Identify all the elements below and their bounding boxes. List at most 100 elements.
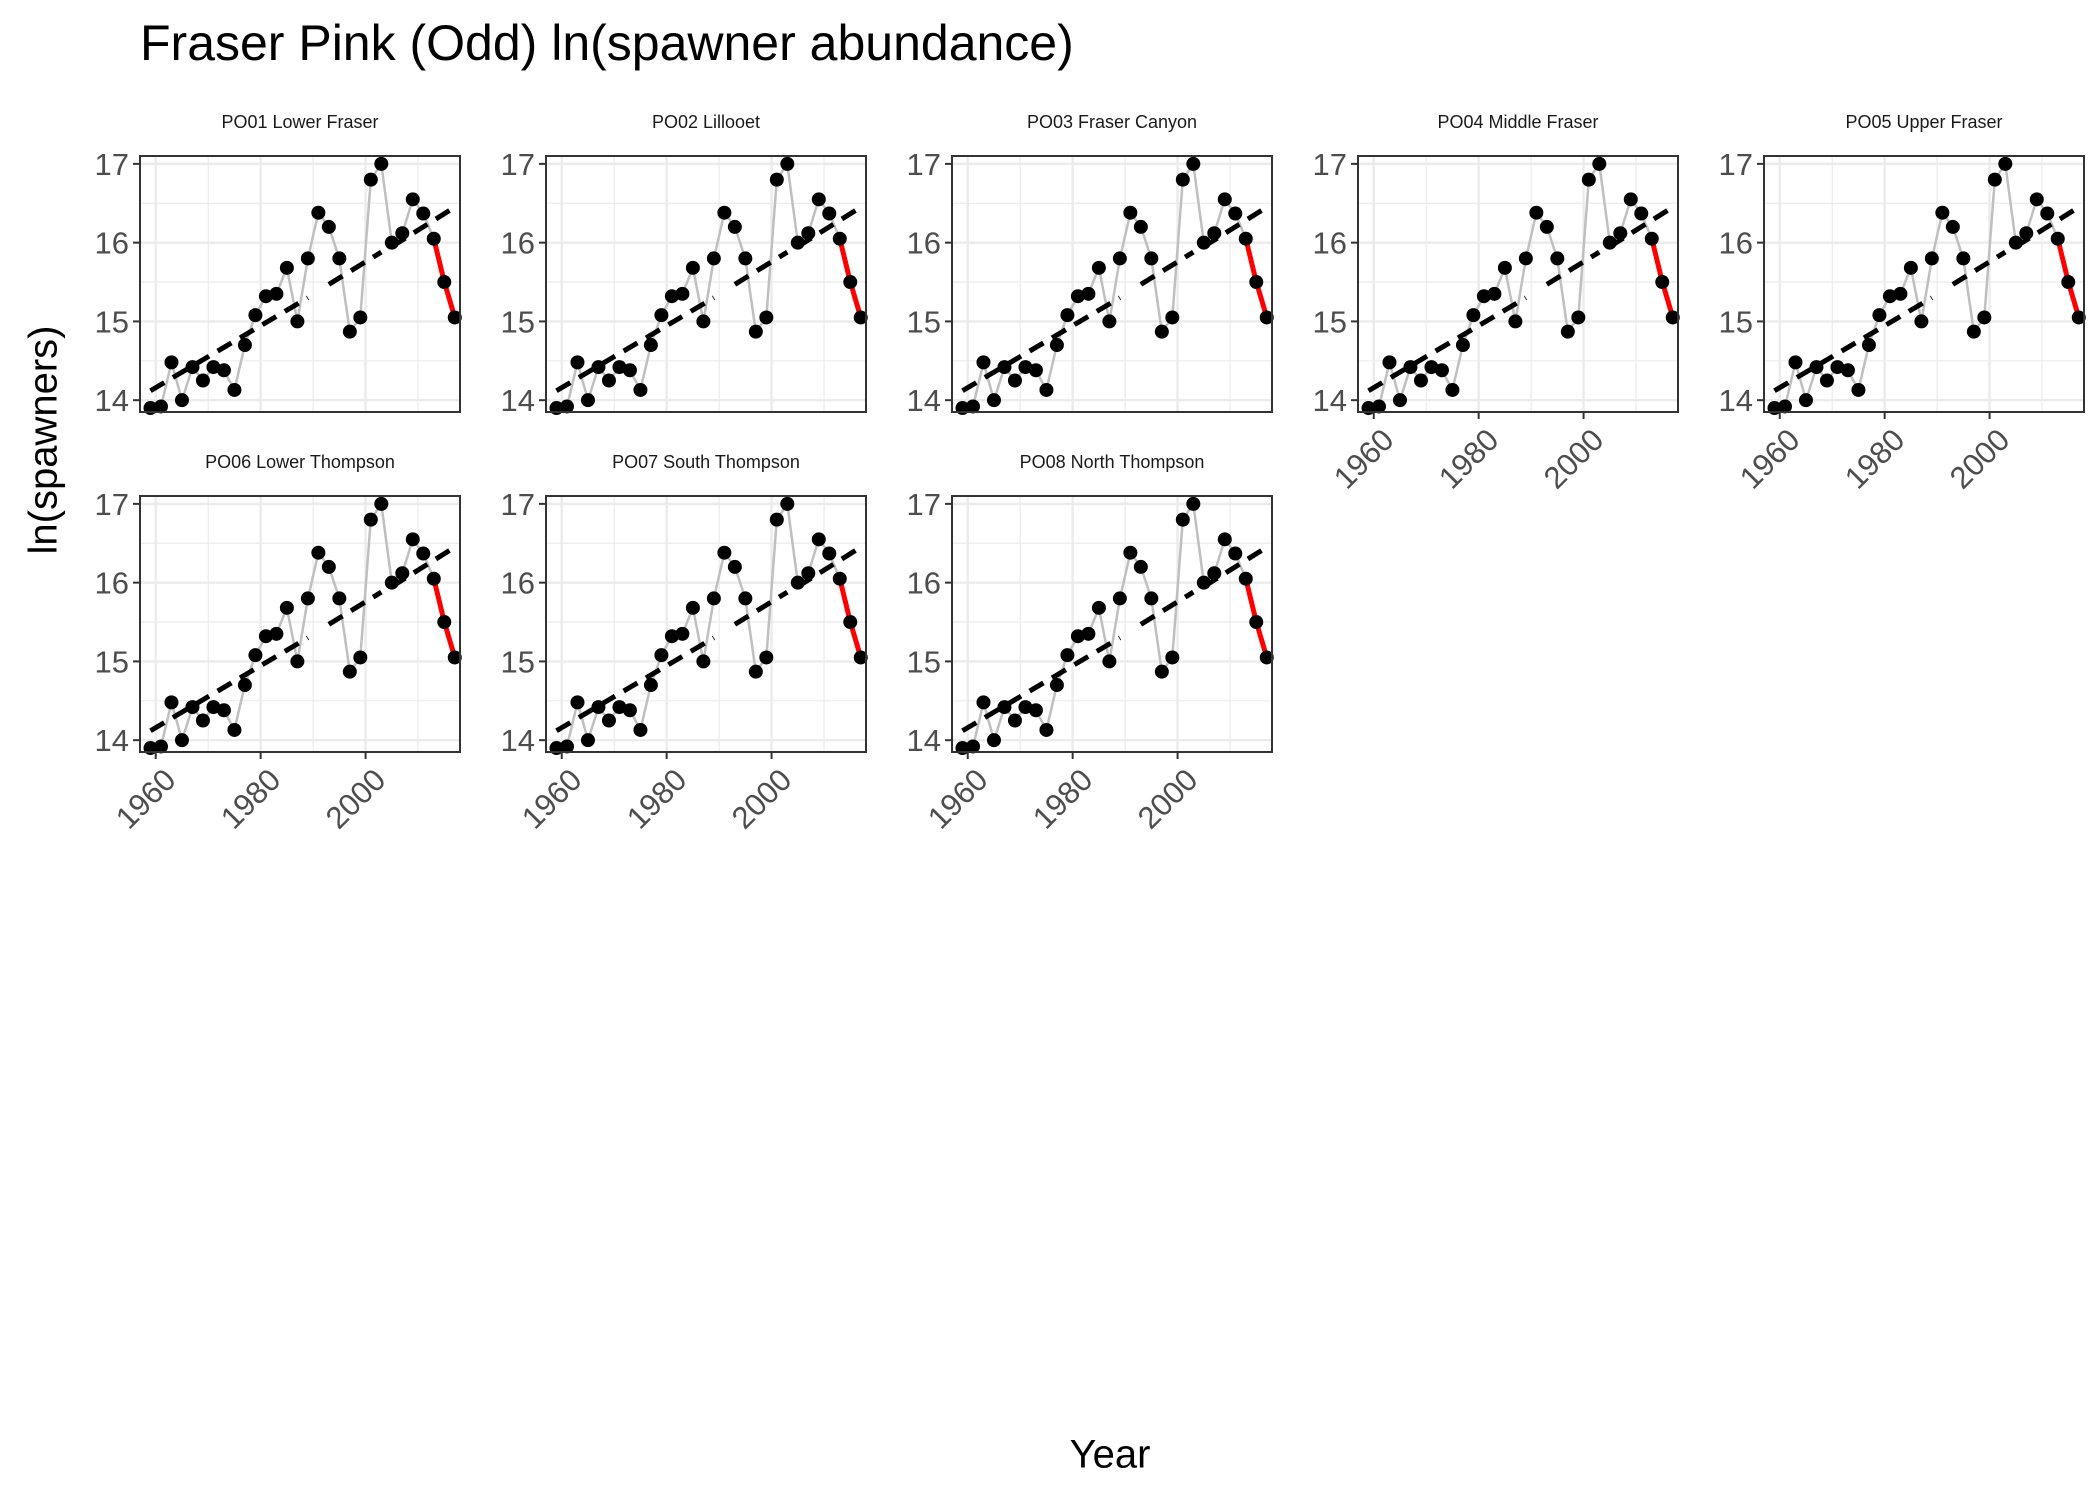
data-point: [1028, 703, 1043, 718]
data-point: [1123, 545, 1138, 560]
data-point: [1102, 314, 1117, 329]
data-point: [1424, 360, 1439, 375]
data-point: [1154, 664, 1169, 679]
data-point: [1154, 324, 1169, 339]
data-point: [1413, 373, 1428, 388]
data-point: [1665, 310, 1680, 325]
data-point: [1924, 251, 1939, 266]
y-tick-label: 16: [907, 226, 941, 261]
data-point: [1550, 251, 1565, 266]
data-point: [1186, 496, 1201, 511]
data-point: [1028, 363, 1043, 378]
data-point: [1238, 571, 1253, 586]
x-tick-label: 1980: [1432, 422, 1506, 496]
x-tick-label: 1980: [620, 762, 694, 836]
trend-line: [961, 635, 1122, 733]
panel-border: [139, 155, 461, 413]
data-point: [822, 206, 837, 221]
data-point: [1560, 324, 1575, 339]
x-tick-label: 2000: [725, 762, 799, 836]
y-tick-label: 14: [907, 723, 941, 758]
y-tick-label: 15: [1719, 304, 1753, 339]
data-point: [447, 650, 462, 665]
data-point: [1144, 591, 1159, 606]
data-point: [1081, 286, 1096, 301]
data-point: [591, 700, 606, 715]
data-point: [1144, 251, 1159, 266]
data-point: [2061, 275, 2076, 290]
y-tick-label: 14: [501, 383, 535, 418]
data-point: [1893, 286, 1908, 301]
data-point: [185, 360, 200, 375]
data-point: [206, 700, 221, 715]
data-point: [976, 355, 991, 370]
data-point: [1123, 205, 1138, 220]
y-tick-label: 15: [95, 644, 129, 679]
data-point: [706, 591, 721, 606]
panel-strip-label: PO01 Lower Fraser: [221, 112, 378, 132]
data-point: [363, 512, 378, 527]
y-tick-label: 17: [907, 487, 941, 522]
data-point: [321, 559, 336, 574]
data-point: [1777, 399, 1792, 414]
data-point: [643, 338, 658, 353]
data-point: [237, 678, 252, 693]
data-point: [1196, 575, 1211, 590]
data-point: [1165, 310, 1180, 325]
data-point: [1987, 172, 2002, 187]
panel-strip-label: PO06 Lower Thompson: [205, 452, 395, 472]
x-tick-label: 1960: [921, 762, 995, 836]
trend-line: [555, 295, 716, 393]
data-point: [685, 600, 700, 615]
x-axis-label: Year: [1069, 1432, 1151, 1477]
data-point: [622, 363, 637, 378]
data-point: [1382, 355, 1397, 370]
data-point: [706, 251, 721, 266]
trend-line: [149, 635, 310, 733]
data-point: [2071, 310, 2086, 325]
data-point: [675, 286, 690, 301]
data-point: [580, 393, 595, 408]
data-point: [332, 591, 347, 606]
data-point: [353, 650, 368, 665]
y-tick-label: 16: [907, 566, 941, 601]
data-point: [811, 192, 826, 207]
data-point: [153, 399, 168, 414]
data-point: [1133, 559, 1148, 574]
data-point: [1830, 360, 1845, 375]
data-point: [780, 156, 795, 171]
data-point: [258, 289, 273, 304]
data-point: [437, 275, 452, 290]
data-point: [300, 591, 315, 606]
data-point: [580, 733, 595, 748]
x-tick-label: 2000: [1537, 422, 1611, 496]
y-tick-label: 16: [501, 226, 535, 261]
data-point: [1518, 251, 1533, 266]
data-point: [290, 314, 305, 329]
data-point: [801, 226, 816, 241]
panel-border: [139, 495, 461, 753]
y-tick-label: 17: [1719, 147, 1753, 182]
data-point: [1914, 314, 1929, 329]
data-point: [1819, 373, 1834, 388]
data-point: [405, 192, 420, 207]
data-point: [727, 219, 742, 234]
data-point: [1070, 629, 1085, 644]
y-tick-label: 17: [95, 147, 129, 182]
data-point: [153, 739, 168, 754]
data-point: [1039, 382, 1054, 397]
data-point: [258, 629, 273, 644]
data-point: [1788, 355, 1803, 370]
data-point: [843, 615, 858, 630]
data-point: [685, 260, 700, 275]
data-point: [405, 532, 420, 547]
data-point: [1228, 206, 1243, 221]
data-point: [279, 600, 294, 615]
panel-strip-label: PO04 Middle Fraser: [1437, 112, 1598, 132]
data-point: [1634, 206, 1649, 221]
data-point: [363, 172, 378, 187]
panel-border: [1357, 155, 1679, 413]
y-tick-label: 16: [95, 226, 129, 261]
data-point: [1508, 314, 1523, 329]
data-point: [559, 739, 574, 754]
